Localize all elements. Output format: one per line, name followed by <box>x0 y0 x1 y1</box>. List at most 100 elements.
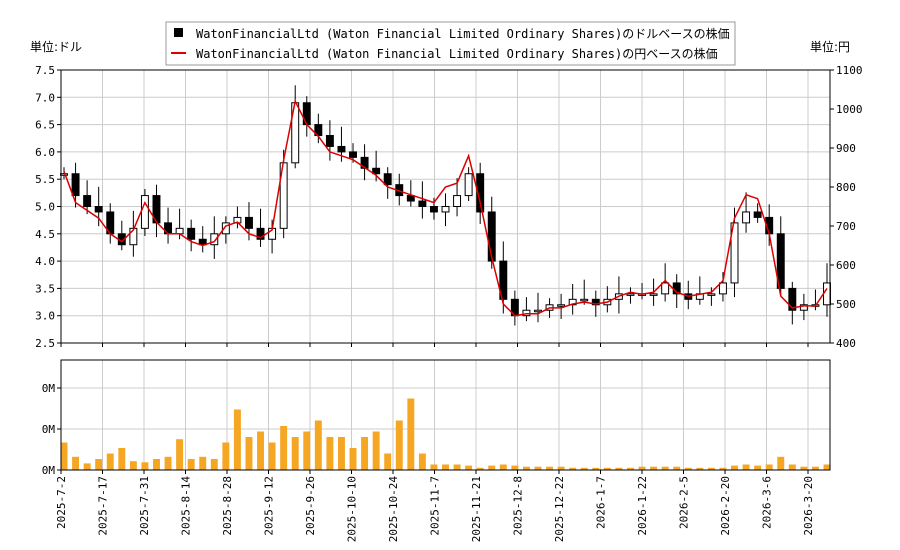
date-tick-label: 2025-12-22 <box>553 476 566 542</box>
usd-candles <box>60 85 831 326</box>
volume-tick-label: 0M <box>42 464 56 477</box>
volume-bar <box>742 464 750 470</box>
candle-body <box>799 304 808 311</box>
usd-axis-ticks: 2.5 3.0 3.5 4.0 4.5 5.0 5.5 6.0 6.5 7.0 7.5 <box>35 64 61 350</box>
volume-bar <box>546 466 554 470</box>
date-tick-label: 2025-8-14 <box>180 476 193 536</box>
candle-body <box>187 227 196 240</box>
date-tick-label: 2025-11-7 <box>429 476 442 536</box>
date-tick-label: 2025-7-2 <box>55 476 68 529</box>
candle-body <box>175 227 184 235</box>
volume-bar <box>384 453 392 470</box>
candle-body <box>418 200 427 207</box>
volume-bar <box>811 466 819 470</box>
volume-bar <box>372 431 380 470</box>
volume-bar <box>129 461 137 470</box>
usd-tick-label: 6.5 <box>35 119 55 132</box>
volume-bar <box>361 437 369 470</box>
date-tick-label: 2025-10-24 <box>387 476 400 543</box>
volume-bar <box>603 467 611 470</box>
volume-bar <box>650 466 658 470</box>
volume-bar <box>522 466 530 470</box>
date-tick-label: 2025-12-8 <box>512 476 525 536</box>
usd-tick-label: 4.5 <box>35 228 55 241</box>
candle-body <box>245 216 253 229</box>
volume-bar <box>72 456 80 470</box>
volume-bar <box>60 442 68 470</box>
candle-body <box>83 195 92 208</box>
candle-body <box>337 145 346 153</box>
candle-body <box>464 173 473 197</box>
date-tick-label: 2026-3-6 <box>761 476 774 529</box>
volume-bar <box>754 465 762 470</box>
candle-body <box>221 222 230 235</box>
candle-body <box>325 135 334 147</box>
candle-body <box>487 211 496 262</box>
volume-bar <box>453 464 461 470</box>
candle-body <box>776 233 785 289</box>
volume-bar <box>176 439 184 470</box>
volume-bar <box>210 459 218 470</box>
volume-tick-label: 0M <box>42 382 56 395</box>
volume-bar <box>199 456 207 470</box>
legend-jpy-label: WatonFinancialLtd (Waton Financial Limit… <box>196 46 718 61</box>
usd-tick-label: 3.0 <box>35 310 55 323</box>
volume-bar <box>569 467 577 470</box>
date-tick-label: 2026-3-20 <box>802 476 815 536</box>
volume-bar <box>222 442 230 470</box>
jpy-axis-ticks: 400 500 600 700 800 900 1000 1100 <box>830 64 863 350</box>
usd-unit-label: 単位:ドル <box>30 39 82 54</box>
volume-bar <box>788 464 796 470</box>
volume-bar <box>765 464 773 470</box>
legend-usd-label: WatonFinancialLtd (Waton Financial Limit… <box>196 26 730 41</box>
volume-bar <box>153 459 160 470</box>
legend-usd-swatch <box>174 28 183 37</box>
legend-box <box>165 21 736 66</box>
jpy-tick-label: 600 <box>836 259 856 272</box>
candle-body <box>60 173 68 176</box>
jpy-tick-label: 1100 <box>836 64 863 77</box>
volume-bar <box>823 464 831 470</box>
candle-body <box>429 206 438 213</box>
candle-body <box>383 173 392 186</box>
candle-body <box>557 304 566 307</box>
jpy-tick-label: 900 <box>836 142 856 155</box>
candle-body <box>753 211 762 218</box>
candle-body <box>591 298 600 306</box>
date-tick-label: 2026-1-22 <box>636 476 649 536</box>
candle-body <box>823 282 831 306</box>
date-tick-label: 2025-9-12 <box>263 476 276 536</box>
candle-body <box>742 211 751 224</box>
volume-bar <box>314 420 322 470</box>
volume-bar <box>280 426 288 470</box>
candle-body <box>718 282 727 295</box>
date-tick-label: 2026-1-7 <box>595 476 608 529</box>
candle-body <box>71 173 80 197</box>
date-axis-ticks: 2025-7-2 2025-7-17 2025-7-31 2025-8-14 2025-… <box>55 343 815 542</box>
jpy-tick-label: 1000 <box>836 103 863 116</box>
volume-bar <box>777 456 785 470</box>
jpy-tick-label: 500 <box>836 298 856 311</box>
candle-body <box>730 222 739 284</box>
usd-tick-label: 5.0 <box>35 201 55 214</box>
candle-body <box>453 195 462 208</box>
jpy-tick-label: 700 <box>836 220 856 233</box>
volume-bar <box>499 464 507 470</box>
volume-bar <box>534 466 542 470</box>
volume-bar <box>638 466 646 470</box>
candle-body <box>649 293 658 296</box>
candle-body <box>661 282 670 295</box>
volume-bar <box>187 459 195 470</box>
candle-body <box>256 227 265 240</box>
volume-bar <box>707 467 715 470</box>
volume-bar <box>615 467 623 470</box>
volume-bar <box>395 420 403 470</box>
volume-bar <box>696 467 704 470</box>
volume-bar <box>106 453 114 470</box>
volume-bar <box>430 464 438 470</box>
volume-bar <box>245 437 253 470</box>
volume-bar <box>661 466 669 470</box>
volume-bar <box>118 448 126 470</box>
volume-bar <box>511 465 519 470</box>
volume-bar <box>233 409 241 470</box>
